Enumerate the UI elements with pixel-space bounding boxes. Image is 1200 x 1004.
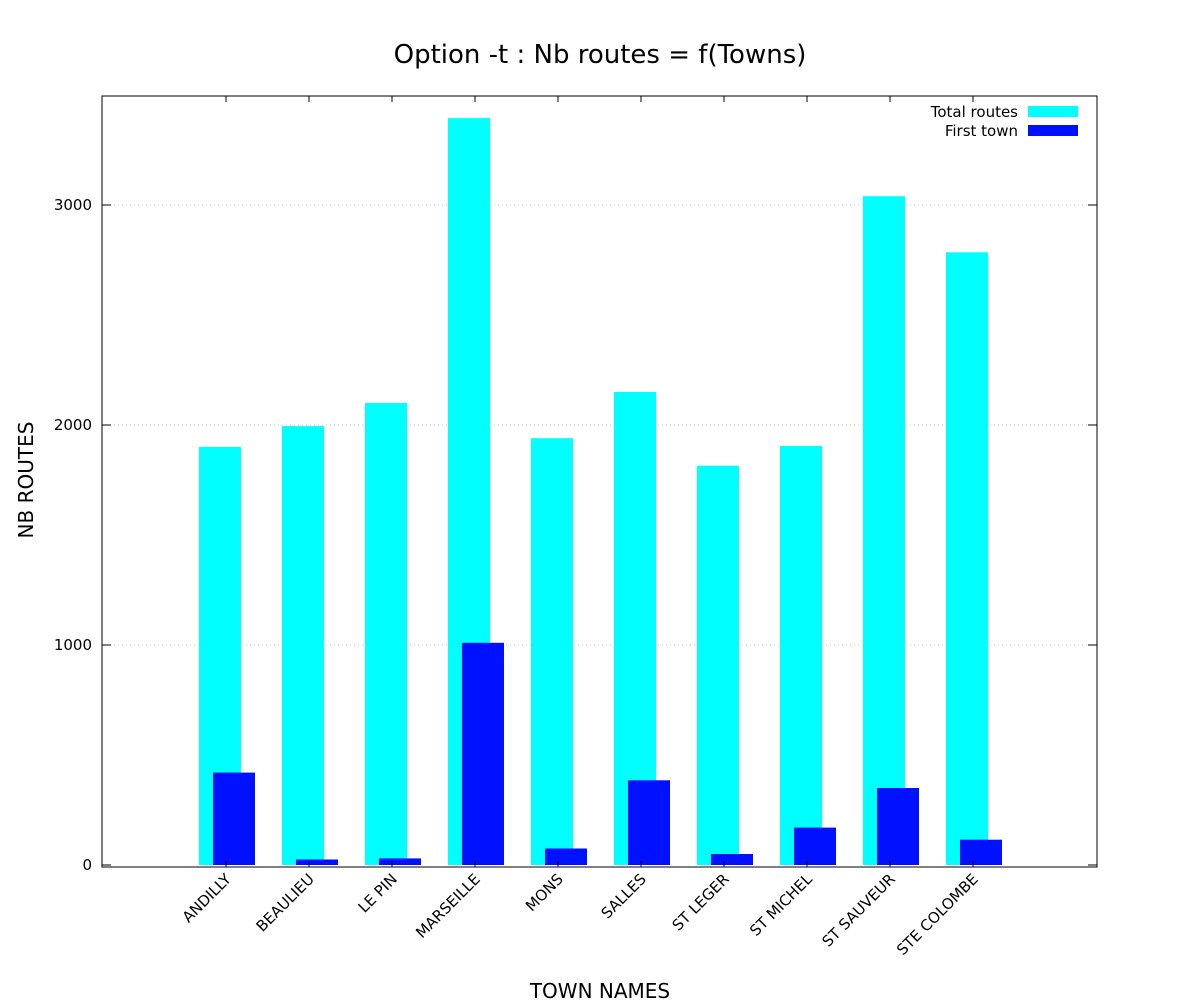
- y-axis-title: NB ROUTES: [14, 422, 38, 539]
- legend-label-0: Total routes: [930, 103, 1018, 121]
- bar-first-town-6: [711, 854, 753, 865]
- x-tick-label-0: ANDILLY: [179, 870, 236, 927]
- legend-swatch-0: [1028, 106, 1078, 117]
- bar-total-routes-7: [780, 445, 822, 865]
- y-tick-label-0: 0: [82, 856, 92, 874]
- bar-first-town-0: [213, 772, 255, 865]
- y-tick-label-3: 3000: [54, 196, 92, 214]
- bar-first-town-2: [379, 858, 421, 865]
- x-tick-label-2: LE PIN: [355, 870, 401, 916]
- bar-total-routes-9: [946, 252, 988, 866]
- bar-first-town-4: [545, 848, 587, 865]
- bar-total-routes-4: [531, 438, 573, 865]
- bar-first-town-3: [462, 642, 504, 865]
- y-tick-label-2: 2000: [54, 416, 92, 434]
- x-tick-label-3: MARSEILLE: [412, 870, 484, 942]
- x-axis-title: TOWN NAMES: [529, 979, 670, 1000]
- bar-total-routes-1: [282, 426, 324, 865]
- bar-total-routes-2: [365, 403, 407, 865]
- bar-total-routes-8: [863, 196, 905, 865]
- bar-first-town-9: [960, 839, 1002, 865]
- bar-total-routes-6: [697, 465, 739, 865]
- bar-first-town-1: [296, 859, 338, 865]
- x-tick-label-9: STE COLOMBE: [893, 870, 982, 959]
- legend-swatch-1: [1028, 125, 1078, 136]
- bar-first-town-5: [628, 780, 670, 865]
- y-tick-label-1: 1000: [54, 636, 92, 654]
- x-tick-label-6: ST LEGER: [669, 870, 733, 934]
- plot-frame: [101, 95, 1098, 868]
- legend-label-1: First town: [945, 122, 1018, 140]
- chart-title: Option -t : Nb routes = f(Towns): [394, 40, 807, 70]
- x-tick-label-5: SALLES: [598, 870, 650, 922]
- x-tick-label-4: MONS: [522, 870, 567, 915]
- x-tick-label-1: BEAULIEU: [253, 870, 318, 935]
- bars: [199, 118, 1002, 866]
- x-tick-label-8: ST SAUVEUR: [818, 870, 898, 950]
- bar-first-town-7: [794, 827, 836, 865]
- x-tick-label-7: ST MICHEL: [746, 870, 816, 940]
- bar-first-town-8: [877, 788, 919, 865]
